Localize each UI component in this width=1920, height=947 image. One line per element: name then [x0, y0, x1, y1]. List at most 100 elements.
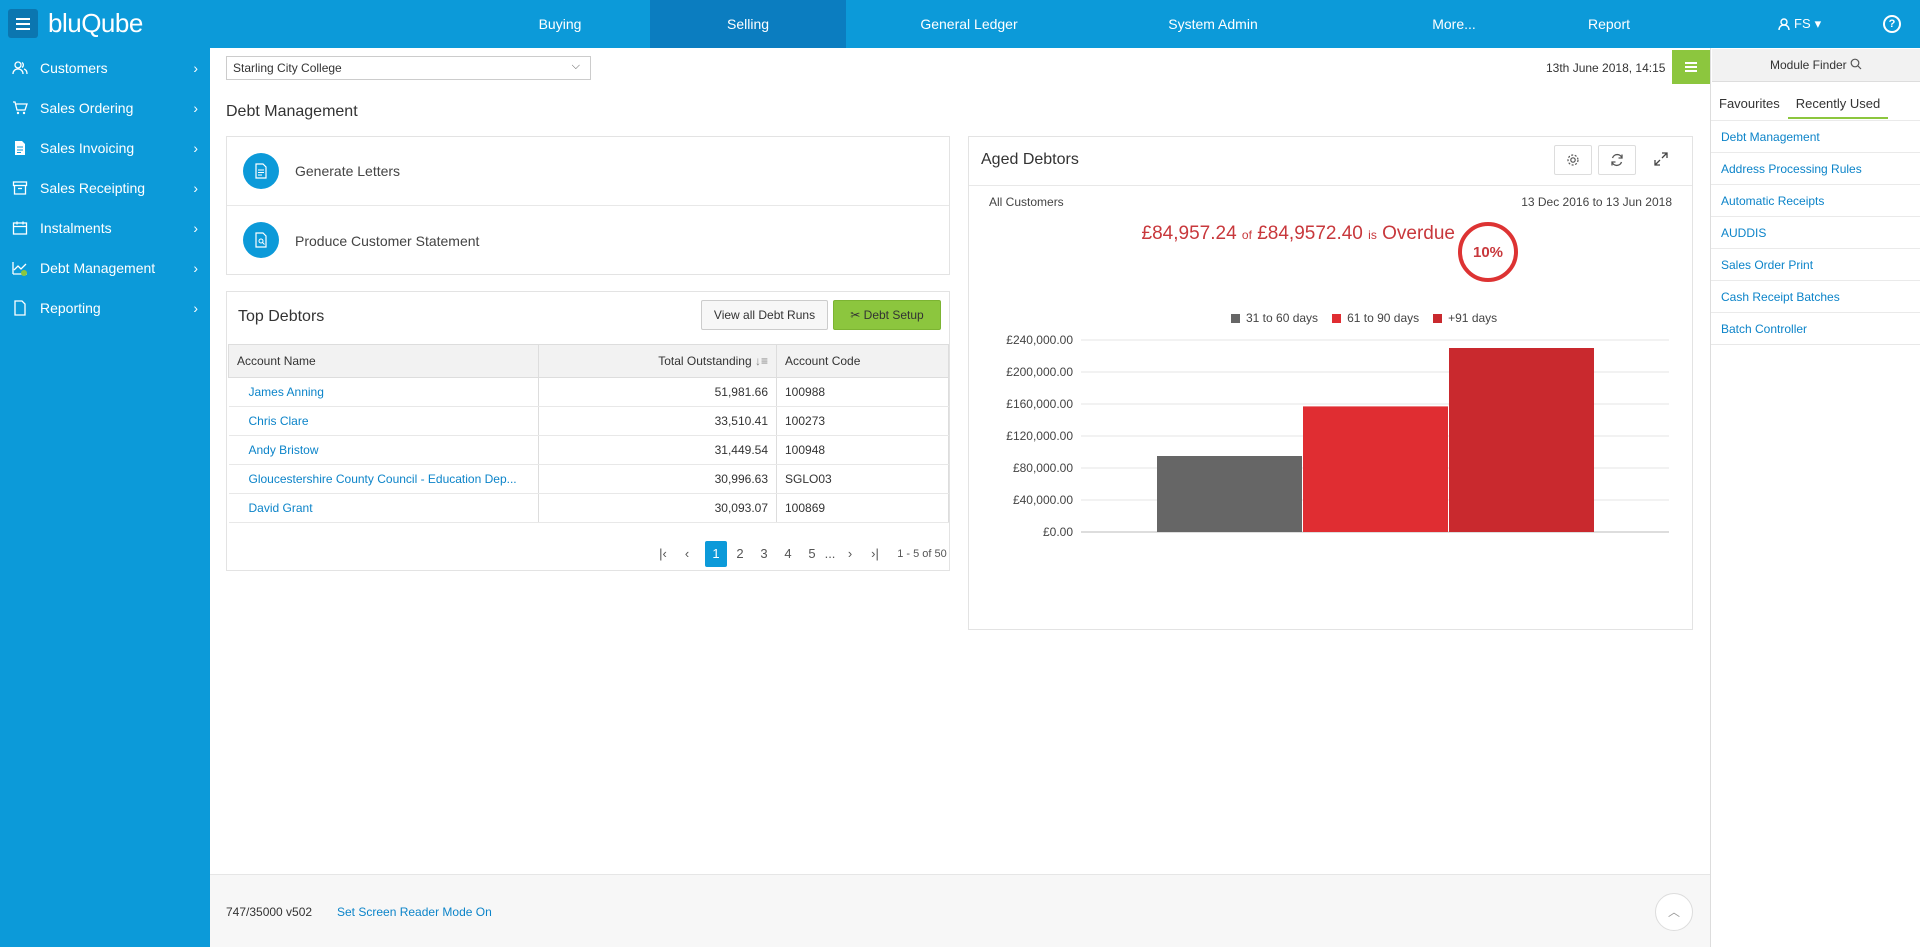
nav-buying[interactable]: Buying	[538, 16, 582, 32]
pagination: |‹ ‹ 1 2 3 4 5 ... › ›| 1 - 5 of 50	[227, 537, 949, 567]
document-icon	[15, 141, 25, 155]
overdue-label: Overdue	[1382, 223, 1455, 244]
page-button-2[interactable]: 2	[736, 546, 744, 561]
page-menu-button[interactable]	[1672, 50, 1710, 84]
recent-module-link[interactable]: Sales Order Print	[1711, 248, 1920, 281]
prev-page-icon[interactable]: ‹	[684, 546, 690, 561]
bar-2[interactable]	[1303, 406, 1448, 532]
chart-legend: 31 to 60 days 61 to 90 days +91 days	[1231, 311, 1497, 325]
y-tick-label: £40,000.00	[1013, 493, 1073, 507]
nav-selling[interactable]: Selling	[650, 0, 846, 48]
page-button-5[interactable]: 5	[808, 546, 816, 561]
refresh-button[interactable]	[1598, 145, 1636, 175]
trend-chart-icon	[12, 262, 27, 276]
column-header-account-code[interactable]: Account Code	[776, 344, 949, 378]
recent-modules-list: Debt Management Address Processing Rules…	[1711, 120, 1920, 345]
sidebar-item-sales-invoicing[interactable]: Sales Invoicing ›	[0, 128, 210, 168]
sidebar-item-instalments[interactable]: Instalments ›	[0, 208, 210, 248]
sidebar-item-label: Debt Management	[40, 260, 156, 276]
chevron-right-icon: ›	[193, 300, 198, 316]
sidebar-item-sales-receipting[interactable]: Sales Receipting ›	[0, 168, 210, 208]
sidebar-item-debt-management[interactable]: Debt Management ›	[0, 248, 210, 288]
legend-swatch	[1332, 314, 1342, 324]
scroll-to-top-button[interactable]: ︿	[1655, 893, 1693, 931]
total-outstanding-cell: 31,449.54	[538, 435, 777, 465]
nav-system-admin[interactable]: System Admin	[1168, 16, 1258, 32]
page-button-4[interactable]: 4	[784, 546, 792, 561]
y-tick-label: £200,000.00	[1006, 365, 1073, 379]
list-icon	[1685, 66, 1697, 68]
y-tick-label: £160,000.00	[1006, 397, 1073, 411]
recent-module-link[interactable]: AUDDIS	[1711, 216, 1920, 249]
sidebar-item-label: Sales Ordering	[40, 100, 134, 116]
chevron-right-icon: ›	[193, 180, 198, 196]
page-button-3[interactable]: 3	[760, 546, 768, 561]
recent-module-link[interactable]: Automatic Receipts	[1711, 184, 1920, 217]
nav-general-ledger[interactable]: General Ledger	[920, 16, 1018, 32]
aged-debtors-chart: £0.00 £40,000.00 £80,000.00 £120,000.00 £160…	[1006, 333, 1669, 539]
legend-swatch	[1231, 314, 1240, 324]
pagination-summary: 1 - 5 of 50	[897, 548, 947, 560]
tab-favourites[interactable]: Favourites	[1719, 96, 1780, 111]
calendar-icon	[12, 221, 28, 235]
legend-label: 31 to 60 days	[1246, 311, 1319, 325]
debt-setup-button[interactable]: ✂ Debt Setup	[833, 300, 941, 330]
account-name-link[interactable]: Andy Bristow	[228, 435, 539, 465]
bar-3[interactable]	[1449, 348, 1594, 532]
overdue-amount: £84,957.24	[1141, 223, 1237, 244]
chevron-right-icon: ›	[193, 220, 198, 236]
page-ellipsis[interactable]: ...	[824, 546, 836, 561]
aged-debtors-card: Aged Debtors All Customers 13 Dec 2016 t…	[968, 136, 1693, 630]
help-icon[interactable]: ?	[1883, 15, 1901, 33]
account-name-link[interactable]: Chris Clare	[228, 406, 539, 436]
module-finder[interactable]: Module Finder	[1712, 49, 1920, 82]
tools-icon: ✂	[850, 308, 861, 322]
search-icon	[1850, 58, 1862, 70]
chevron-up-icon: ︿	[1667, 905, 1680, 919]
menu-toggle-button[interactable]	[8, 9, 38, 38]
sidebar-item-sales-ordering[interactable]: Sales Ordering ›	[0, 88, 210, 128]
letter-icon	[243, 153, 279, 189]
column-header-account-name[interactable]: Account Name	[228, 344, 539, 378]
action-label: Generate Letters	[295, 163, 401, 179]
top-bar: bluQube Buying Selling General Ledger Sy…	[0, 0, 1920, 48]
gear-icon	[1567, 154, 1579, 166]
sidebar-item-customers[interactable]: Customers ›	[0, 48, 210, 88]
recent-module-link[interactable]: Debt Management	[1711, 120, 1920, 153]
screen-reader-link[interactable]: Set Screen Reader Mode On	[337, 905, 492, 919]
account-name-link[interactable]: David Grant	[228, 493, 539, 523]
bar-1[interactable]	[1157, 456, 1302, 532]
legend-label: 61 to 90 days	[1347, 311, 1420, 325]
recent-module-link[interactable]: Batch Controller	[1711, 312, 1920, 345]
account-name-link[interactable]: Gloucestershire County Council - Educati…	[228, 464, 539, 494]
sidebar-item-label: Sales Invoicing	[40, 140, 135, 156]
sidebar-item-label: Customers	[40, 60, 108, 76]
user-menu[interactable]: FS ▾	[1778, 0, 1821, 48]
account-code-cell: 100988	[776, 377, 949, 407]
nav-more[interactable]: More...	[1432, 16, 1476, 32]
chevron-right-icon: ›	[193, 140, 198, 156]
produce-statement-action[interactable]: Produce Customer Statement	[227, 206, 949, 275]
nav-report[interactable]: Report	[1587, 16, 1631, 32]
last-page-icon[interactable]: ›|	[871, 546, 879, 561]
expand-icon[interactable]	[1653, 151, 1671, 169]
legend-item[interactable]: +91 days	[1433, 311, 1497, 325]
page-button-1[interactable]: 1	[705, 541, 727, 567]
generate-letters-action[interactable]: Generate Letters	[227, 137, 949, 206]
legend-item[interactable]: 61 to 90 days	[1332, 311, 1419, 325]
tab-recently-used[interactable]: Recently Used	[1787, 93, 1889, 119]
refresh-icon	[1611, 153, 1623, 167]
company-select[interactable]: Starling City College ⌵	[226, 56, 591, 80]
user-initials: FS	[1794, 16, 1811, 31]
legend-item[interactable]: 31 to 60 days	[1231, 311, 1318, 325]
settings-button[interactable]	[1554, 145, 1592, 175]
next-page-icon[interactable]: ›	[847, 546, 853, 561]
column-header-total-outstanding[interactable]: Total Outstanding ↓≡	[538, 344, 777, 378]
sidebar-item-reporting[interactable]: Reporting ›	[0, 288, 210, 328]
first-page-icon[interactable]: |‹	[659, 546, 667, 561]
recent-module-link[interactable]: Cash Receipt Batches	[1711, 280, 1920, 313]
chevron-down-icon: ⌵	[571, 60, 580, 72]
account-name-link[interactable]: James Anning	[228, 377, 539, 407]
view-all-debt-runs-button[interactable]: View all Debt Runs	[701, 300, 828, 330]
recent-module-link[interactable]: Address Processing Rules	[1711, 152, 1920, 185]
